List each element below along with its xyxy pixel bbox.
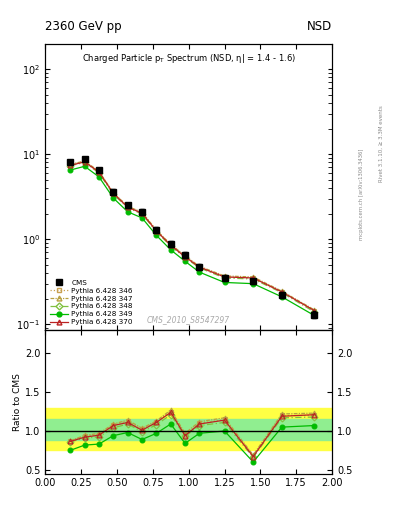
Pythia 6.428 346 bbox=[183, 253, 187, 260]
Pythia 6.428 370 bbox=[111, 190, 116, 197]
Pythia 6.428 348 bbox=[183, 254, 187, 261]
Line: Pythia 6.428 347: Pythia 6.428 347 bbox=[68, 159, 317, 312]
Pythia 6.428 346 bbox=[140, 209, 144, 216]
Pythia 6.428 347 bbox=[168, 241, 173, 247]
Line: Pythia 6.428 370: Pythia 6.428 370 bbox=[68, 160, 317, 313]
Pythia 6.428 346 bbox=[312, 307, 316, 313]
Pythia 6.428 348 bbox=[312, 309, 316, 315]
Pythia 6.428 370 bbox=[279, 289, 284, 295]
Pythia 6.428 348 bbox=[154, 228, 159, 234]
Pythia 6.428 370 bbox=[125, 204, 130, 210]
Pythia 6.428 349 bbox=[82, 163, 87, 169]
Pythia 6.428 346 bbox=[125, 203, 130, 209]
Pythia 6.428 349 bbox=[251, 281, 255, 287]
Pythia 6.428 349 bbox=[68, 167, 73, 173]
Pythia 6.428 347 bbox=[154, 227, 159, 233]
Pythia 6.428 347 bbox=[97, 168, 101, 174]
Pythia 6.428 346 bbox=[251, 275, 255, 281]
Text: Charged Particle $\mathregular{p_T}$ Spectrum (NSD, $\mathregular{\eta|}$ = 1.4 : Charged Particle $\mathregular{p_T}$ Spe… bbox=[82, 52, 296, 65]
Pythia 6.428 349 bbox=[197, 269, 202, 275]
Pythia 6.428 348 bbox=[251, 276, 255, 282]
Pythia 6.428 348 bbox=[168, 243, 173, 249]
Pythia 6.428 348 bbox=[279, 290, 284, 296]
Pythia 6.428 349 bbox=[168, 247, 173, 253]
Pythia 6.428 370 bbox=[183, 254, 187, 260]
Pythia 6.428 346 bbox=[197, 264, 202, 270]
Pythia 6.428 346 bbox=[68, 162, 73, 168]
Pythia 6.428 349 bbox=[97, 174, 101, 180]
Pythia 6.428 370 bbox=[68, 162, 73, 168]
Pythia 6.428 349 bbox=[222, 280, 227, 286]
Pythia 6.428 347 bbox=[312, 307, 316, 313]
Pythia 6.428 347 bbox=[111, 189, 116, 196]
Pythia 6.428 347 bbox=[222, 273, 227, 279]
Pythia 6.428 347 bbox=[125, 203, 130, 209]
Pythia 6.428 348 bbox=[125, 205, 130, 211]
Pythia 6.428 347 bbox=[197, 263, 202, 269]
Pythia 6.428 348 bbox=[140, 211, 144, 217]
Pythia 6.428 347 bbox=[68, 161, 73, 167]
Pythia 6.428 349 bbox=[183, 258, 187, 264]
Pythia 6.428 370 bbox=[168, 242, 173, 248]
Y-axis label: Ratio to CMS: Ratio to CMS bbox=[13, 373, 22, 431]
Pythia 6.428 370 bbox=[312, 307, 316, 313]
Pythia 6.428 348 bbox=[111, 191, 116, 197]
Pythia 6.428 370 bbox=[140, 210, 144, 216]
Line: Pythia 6.428 346: Pythia 6.428 346 bbox=[68, 159, 317, 313]
Line: Pythia 6.428 349: Pythia 6.428 349 bbox=[68, 164, 317, 318]
Text: Rivet 3.1.10, ≥ 3.3M events: Rivet 3.1.10, ≥ 3.3M events bbox=[379, 105, 384, 182]
Pythia 6.428 349 bbox=[125, 209, 130, 215]
Pythia 6.428 348 bbox=[197, 265, 202, 271]
Pythia 6.428 370 bbox=[82, 159, 87, 165]
Pythia 6.428 347 bbox=[183, 252, 187, 259]
Pythia 6.428 348 bbox=[222, 275, 227, 281]
Line: Pythia 6.428 348: Pythia 6.428 348 bbox=[68, 160, 317, 314]
Pythia 6.428 370 bbox=[251, 275, 255, 281]
Pythia 6.428 349 bbox=[279, 294, 284, 300]
Pythia 6.428 347 bbox=[251, 274, 255, 280]
Pythia 6.428 370 bbox=[222, 274, 227, 280]
Pythia 6.428 346 bbox=[222, 274, 227, 280]
Pythia 6.428 346 bbox=[97, 169, 101, 175]
Pythia 6.428 347 bbox=[140, 209, 144, 216]
Pythia 6.428 348 bbox=[82, 159, 87, 165]
Pythia 6.428 349 bbox=[111, 195, 116, 201]
Pythia 6.428 370 bbox=[97, 169, 101, 175]
Pythia 6.428 346 bbox=[111, 190, 116, 196]
Text: 2360 GeV pp: 2360 GeV pp bbox=[45, 20, 122, 33]
Pythia 6.428 370 bbox=[154, 228, 159, 234]
Text: NSD: NSD bbox=[307, 20, 332, 33]
Pythia 6.428 347 bbox=[279, 288, 284, 294]
Pythia 6.428 346 bbox=[154, 227, 159, 233]
Text: CMS_2010_S8547297: CMS_2010_S8547297 bbox=[147, 315, 230, 325]
Pythia 6.428 349 bbox=[154, 232, 159, 239]
Bar bbox=[45, 408, 332, 451]
Text: mcplots.cern.ch [arXiv:1306.3436]: mcplots.cern.ch [arXiv:1306.3436] bbox=[359, 149, 364, 240]
Bar bbox=[45, 419, 332, 440]
Pythia 6.428 348 bbox=[68, 163, 73, 169]
Pythia 6.428 346 bbox=[82, 158, 87, 164]
Legend: CMS, Pythia 6.428 346, Pythia 6.428 347, Pythia 6.428 348, Pythia 6.428 349, Pyt: CMS, Pythia 6.428 346, Pythia 6.428 347,… bbox=[49, 279, 134, 327]
Pythia 6.428 370 bbox=[197, 264, 202, 270]
Pythia 6.428 349 bbox=[312, 312, 316, 318]
Pythia 6.428 348 bbox=[97, 170, 101, 176]
Pythia 6.428 346 bbox=[279, 289, 284, 295]
Pythia 6.428 349 bbox=[140, 215, 144, 221]
Pythia 6.428 347 bbox=[82, 158, 87, 164]
Pythia 6.428 346 bbox=[168, 242, 173, 248]
